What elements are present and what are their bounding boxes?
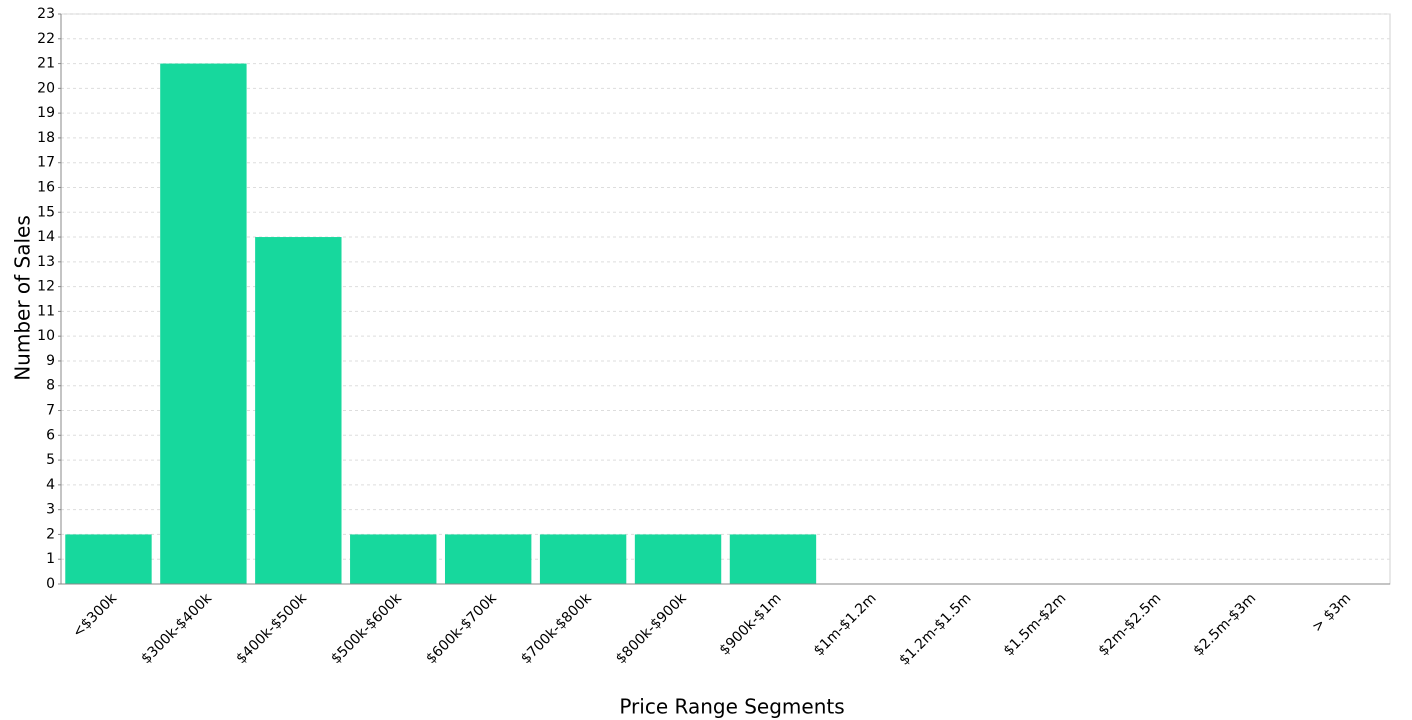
y-tick-label: 16 bbox=[37, 179, 55, 195]
y-tick-label: 12 bbox=[37, 279, 55, 295]
y-tick-label: 18 bbox=[37, 130, 55, 146]
y-tick-label: 11 bbox=[37, 303, 55, 319]
y-tick-label: 21 bbox=[37, 56, 55, 72]
y-tick-label: 17 bbox=[37, 155, 55, 171]
y-tick-label: 19 bbox=[37, 105, 55, 121]
bar bbox=[160, 63, 247, 585]
x-tick-label: $400k-$500k bbox=[233, 590, 310, 667]
x-axis-title: Price Range Segments bbox=[619, 695, 844, 719]
x-tick-label: $2.5m-$3m bbox=[1190, 590, 1259, 659]
y-tick-label: 15 bbox=[37, 204, 55, 220]
y-axis-title: Number of Sales bbox=[11, 215, 35, 381]
y-tick-label: 9 bbox=[46, 353, 55, 369]
y-tick-label: 23 bbox=[37, 6, 55, 22]
y-tick-label: 6 bbox=[46, 427, 55, 443]
x-tick-label: $600k-$700k bbox=[423, 590, 500, 667]
x-tick-label: $1m-$1.2m bbox=[811, 590, 880, 659]
bar bbox=[444, 534, 532, 584]
bar bbox=[255, 237, 342, 585]
x-tick-label: $700k-$800k bbox=[518, 590, 595, 667]
bar bbox=[65, 534, 152, 584]
x-tick-label: $900k-$1m bbox=[717, 590, 785, 658]
bar bbox=[634, 534, 722, 584]
y-tick-label: 10 bbox=[37, 328, 55, 344]
y-tick-label: 5 bbox=[46, 452, 55, 468]
y-tick-label: 7 bbox=[46, 403, 55, 419]
y-tick-label: 4 bbox=[46, 477, 55, 493]
x-tick-label: <$300k bbox=[70, 590, 121, 641]
bar bbox=[729, 534, 817, 584]
bar bbox=[539, 534, 627, 584]
y-tick-label: 14 bbox=[37, 229, 55, 245]
x-tick-label: $1.5m-$2m bbox=[1001, 590, 1070, 659]
x-tick-label: $800k-$900k bbox=[613, 590, 690, 667]
y-tick-label: 8 bbox=[46, 378, 55, 394]
y-tick-label: 13 bbox=[37, 254, 55, 270]
x-tick-label: $500k-$600k bbox=[328, 590, 405, 667]
y-tick-label: 0 bbox=[46, 576, 55, 592]
x-tick-label: > $3m bbox=[1309, 590, 1354, 635]
y-tick-label: 3 bbox=[46, 502, 55, 518]
bar bbox=[350, 534, 437, 584]
x-tick-label: $1.2m-$1.5m bbox=[896, 590, 974, 668]
x-tick-label: $300k-$400k bbox=[138, 590, 215, 667]
y-tick-label: 22 bbox=[37, 31, 55, 47]
x-tick-label: $2m-$2.5m bbox=[1096, 590, 1165, 659]
y-tick-label: 2 bbox=[46, 526, 55, 542]
y-tick-label: 20 bbox=[37, 80, 55, 96]
y-tick-label: 1 bbox=[46, 551, 55, 567]
